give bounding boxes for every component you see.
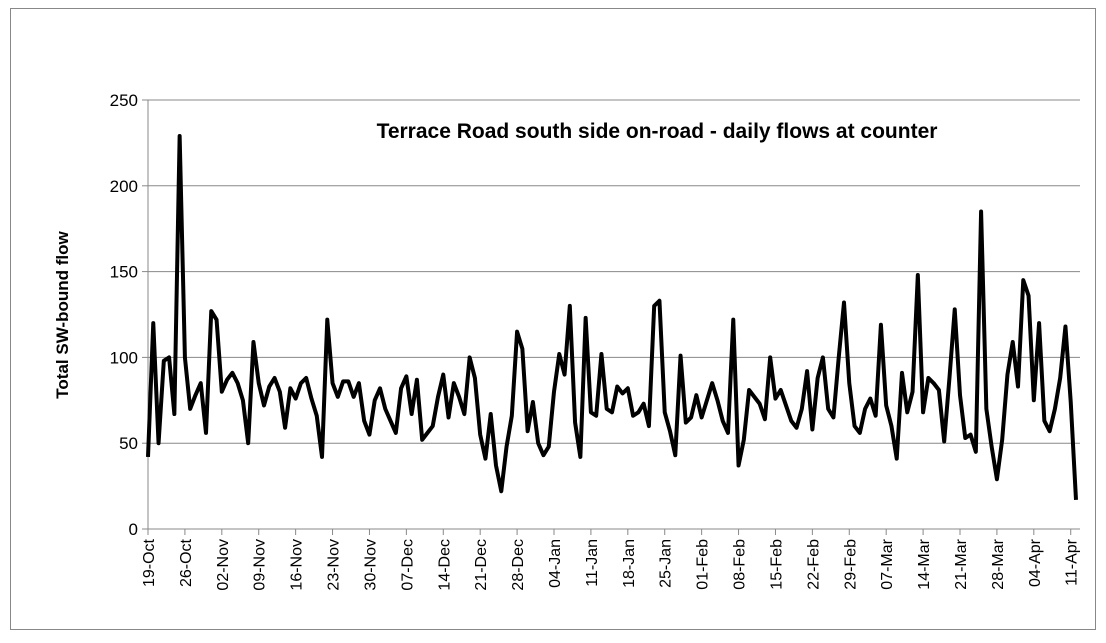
- x-tick-label: 02-Nov: [215, 539, 232, 591]
- x-tick-label: 07-Dec: [399, 539, 416, 591]
- x-tick-label: 30-Nov: [362, 539, 379, 591]
- x-tick-label: 01-Feb: [695, 539, 712, 590]
- x-tick-label: 15-Feb: [768, 539, 785, 590]
- chart-title: Terrace Road south side on-road - daily …: [377, 120, 938, 143]
- x-tick-label: 16-Nov: [289, 539, 306, 591]
- x-tick-label: 23-Nov: [326, 539, 343, 591]
- y-tick-label: 50: [119, 434, 138, 453]
- x-tick-label: 18-Jan: [621, 539, 638, 588]
- y-tick-label: 200: [110, 177, 138, 196]
- y-tick-label: 150: [110, 263, 138, 282]
- x-tick-label: 14-Mar: [916, 538, 933, 589]
- x-tick-label: 25-Jan: [658, 539, 675, 588]
- x-tick-label: 11-Apr: [1064, 538, 1081, 586]
- x-tick-label: 07-Mar: [879, 538, 896, 589]
- x-tick-label: 11-Jan: [584, 539, 601, 587]
- chart-border: [10, 8, 1096, 630]
- x-tick-label: 28-Dec: [510, 539, 527, 591]
- x-tick-label: 21-Dec: [473, 539, 490, 591]
- data-line: [146, 134, 1078, 500]
- y-tick-label: 100: [110, 348, 138, 367]
- y-tick-label: 0: [129, 520, 138, 539]
- x-tick-label: 04-Apr: [1027, 538, 1044, 587]
- x-tick-label: 29-Feb: [842, 539, 859, 590]
- y-axis-label: Total SW-bound flow: [53, 231, 72, 399]
- x-tick-label: 21-Mar: [953, 538, 970, 589]
- x-tick-label: 26-Oct: [178, 538, 195, 587]
- x-tick-label: 14-Dec: [436, 539, 453, 591]
- x-tick-label: 19-Oct: [141, 538, 158, 587]
- y-tick-label: 250: [110, 91, 138, 110]
- x-tick-label: 04-Jan: [547, 539, 564, 588]
- x-tick-label: 28-Mar: [990, 538, 1007, 589]
- x-tick-label: 09-Nov: [252, 539, 269, 591]
- x-tick-label: 22-Feb: [805, 539, 822, 590]
- x-tick-label: 08-Feb: [732, 539, 749, 590]
